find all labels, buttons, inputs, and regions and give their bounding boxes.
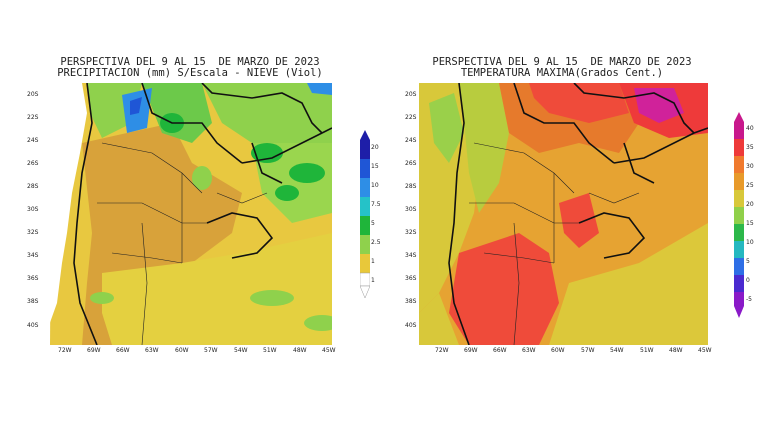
precip-title-line1: PERSPECTIVA DEL 9 AL 15 DE MARZO DE 2023 (60, 56, 320, 68)
colorbar-label: 25 (746, 182, 754, 189)
lon-tick: 57W (581, 347, 595, 354)
lat-tick: 30S (405, 206, 417, 213)
colorbar-label: 0 (746, 277, 750, 284)
lat-tick: 30S (27, 206, 39, 213)
lon-tick: 69W (464, 347, 478, 354)
lon-tick: 48W (293, 347, 307, 354)
colorbar-label: 10 (371, 182, 379, 189)
colorbar-label: 2.5 (371, 239, 381, 246)
lon-tick: 48W (669, 347, 683, 354)
precip-title-line2: PRECIPITACION (mm) S/Escala - NIEVE (Vio… (57, 67, 323, 79)
colorbar-label: 35 (746, 144, 754, 151)
temp-colorbar: 40 35 30 25 20 15 10 5 0 -5 (734, 112, 768, 318)
lon-tick: 54W (234, 347, 248, 354)
lon-tick: 57W (204, 347, 218, 354)
temp-colorbar-swatches (734, 112, 744, 318)
colorbar-label: 10 (746, 239, 754, 246)
colorbar-label: 15 (371, 163, 379, 170)
lon-tick: 63W (522, 347, 536, 354)
precip-colorbar-swatches (360, 130, 370, 299)
precip-colorbar: 20 15 10 7.5 5 2.5 1 1 (360, 130, 388, 300)
lon-tick: 72W (435, 347, 449, 354)
lat-tick: 20S (405, 91, 417, 98)
colorbar-label: 1 (371, 258, 375, 265)
precipitation-map (42, 83, 332, 345)
precipitation-panel: PERSPECTIVA DEL 9 AL 15 DE MARZO DE 2023… (27, 56, 388, 355)
lon-tick: 60W (551, 347, 565, 354)
lon-tick: 45W (698, 347, 712, 354)
colorbar-label: 20 (746, 201, 754, 208)
lat-tick: 32S (405, 229, 417, 236)
lat-tick: 34S (405, 252, 417, 259)
lat-tick: 26S (27, 160, 39, 167)
temp-title-line2: TEMPERATURA MAXIMA(Grados Cent.) (460, 67, 664, 79)
lon-tick: 54W (610, 347, 624, 354)
colorbar-label: 20 (371, 144, 379, 151)
colorbar-label: -5 (746, 296, 752, 303)
lat-tick: 20S (27, 91, 39, 98)
lon-tick: 51W (640, 347, 654, 354)
lat-tick: 34S (27, 252, 39, 259)
colorbar-label: 40 (746, 125, 754, 132)
lat-tick: 26S (405, 160, 417, 167)
lat-tick: 38S (27, 298, 39, 305)
lon-tick: 66W (116, 347, 130, 354)
colorbar-label: 15 (746, 220, 754, 227)
colorbar-label: 5 (371, 220, 375, 227)
temperature-map (419, 83, 708, 345)
lat-tick: 28S (27, 183, 39, 190)
colorbar-label: 30 (746, 163, 754, 170)
lat-tick: 36S (27, 275, 39, 282)
colorbar-label: 5 (746, 258, 750, 265)
lon-tick: 45W (322, 347, 336, 354)
lat-tick: 32S (27, 229, 39, 236)
lon-tick: 69W (87, 347, 101, 354)
lon-tick: 63W (145, 347, 159, 354)
lat-tick: 40S (27, 322, 39, 329)
lon-tick: 51W (263, 347, 277, 354)
colorbar-label: 1 (371, 277, 375, 284)
lat-tick: 22S (27, 114, 39, 121)
lat-tick: 28S (405, 183, 417, 190)
lat-tick: 38S (405, 298, 417, 305)
lon-tick: 72W (58, 347, 72, 354)
max-temperature-panel: PERSPECTIVA DEL 9 AL 15 DE MARZO DE 2023… (387, 0, 774, 431)
lat-tick: 36S (405, 275, 417, 282)
lon-tick: 60W (175, 347, 189, 354)
lat-tick: 24S (405, 137, 417, 144)
lat-tick: 22S (405, 114, 417, 121)
lat-tick: 24S (27, 137, 39, 144)
temp-title-line1: PERSPECTIVA DEL 9 AL 15 DE MARZO DE 2023 (432, 56, 692, 68)
lon-tick: 66W (493, 347, 507, 354)
lat-tick: 40S (405, 322, 417, 329)
colorbar-label: 7.5 (371, 201, 381, 208)
